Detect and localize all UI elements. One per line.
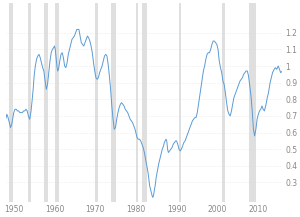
Bar	[111, 3, 116, 202]
Bar	[55, 3, 58, 202]
Bar	[136, 3, 138, 202]
Bar	[9, 3, 13, 202]
Bar	[95, 3, 98, 202]
Bar	[178, 3, 182, 202]
Bar	[28, 3, 31, 202]
Bar	[142, 3, 147, 202]
Bar	[249, 3, 256, 202]
Bar	[222, 3, 225, 202]
Bar	[44, 3, 47, 202]
